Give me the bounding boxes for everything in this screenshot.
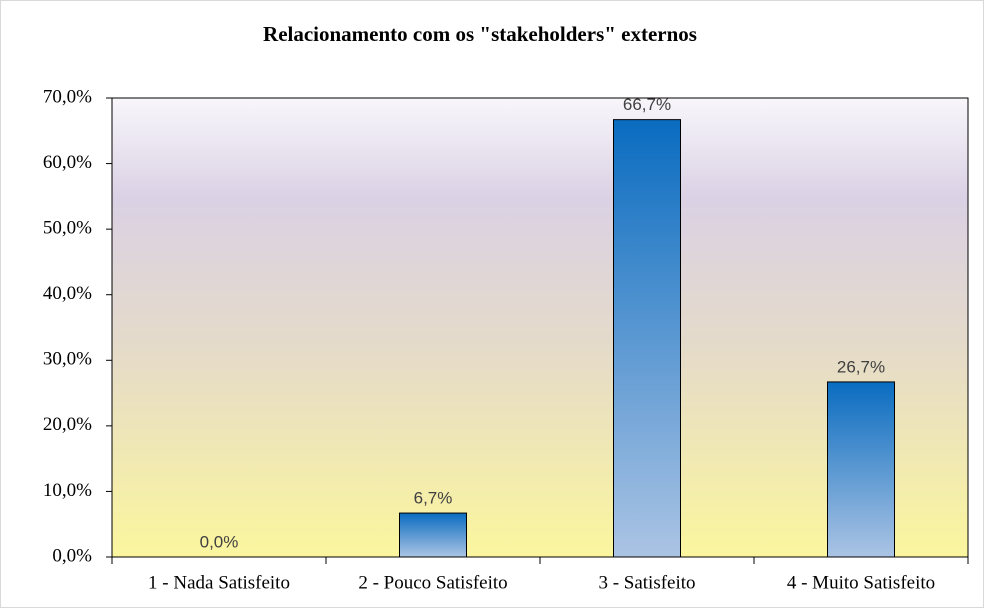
data-label: 26,7% (837, 357, 885, 376)
x-tick-label: 4 - Muito Satisfeito (787, 572, 935, 593)
data-label: 66,7% (623, 95, 671, 114)
chart-title: Relacionamento com os "stakeholders" ext… (263, 22, 697, 46)
data-label: 0,0% (200, 532, 239, 551)
y-tick-label: 20,0% (43, 414, 92, 435)
bar (827, 381, 895, 558)
x-tick-label: 1 - Nada Satisfeito (148, 572, 290, 593)
y-tick-label: 10,0% (43, 480, 92, 501)
y-tick-label: 40,0% (43, 283, 92, 304)
plot-area (111, 97, 969, 558)
y-tick-label: 30,0% (43, 349, 92, 370)
y-tick-label: 50,0% (43, 218, 92, 239)
data-label: 6,7% (414, 489, 453, 508)
x-tick-label: 3 - Satisfeito (598, 572, 695, 593)
y-tick-label: 0,0% (52, 545, 92, 566)
bar (613, 119, 681, 558)
y-tick-label: 60,0% (43, 152, 92, 173)
x-tick-label: 2 - Pouco Satisfeito (358, 572, 507, 593)
y-tick-label: 70,0% (43, 86, 92, 107)
bar (399, 512, 467, 558)
